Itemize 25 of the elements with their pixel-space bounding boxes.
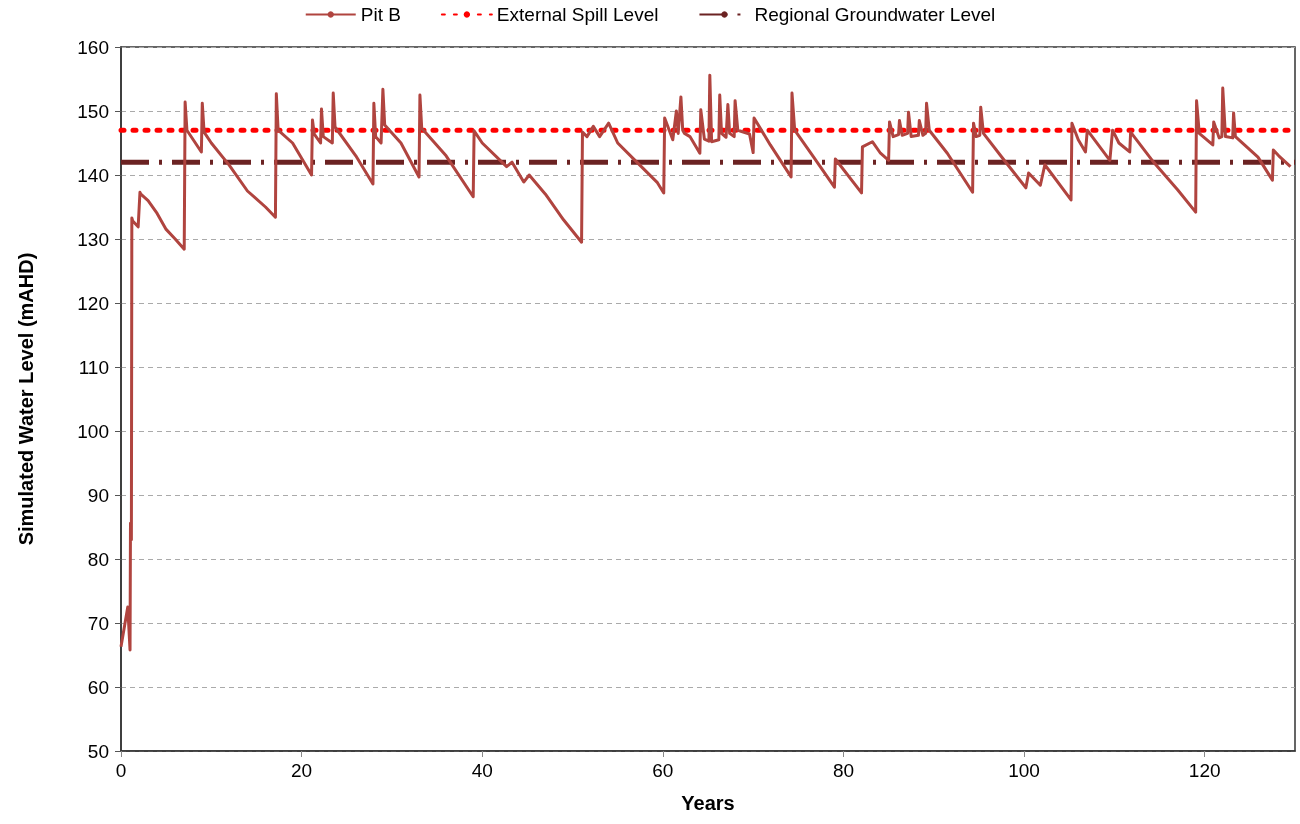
- y-tick-label: 100: [77, 420, 109, 442]
- y-tick-label: 110: [78, 356, 109, 378]
- x-tick-label: 0: [115, 760, 127, 781]
- legend-label: Regional Groundwater Level: [754, 4, 996, 25]
- y-tick-label: 90: [87, 484, 109, 506]
- y-tick-label: 60: [87, 676, 109, 698]
- y-tick-label: 80: [87, 548, 109, 570]
- y-tick-label: 120: [77, 292, 109, 314]
- x-axis-title: Years: [681, 792, 735, 814]
- y-tick-label: 130: [77, 228, 109, 250]
- legend-label: Pit B: [360, 4, 401, 25]
- x-tick-label: 120: [1188, 760, 1221, 781]
- x-tick-label: 20: [291, 760, 313, 781]
- y-tick-label: 140: [77, 164, 109, 186]
- y-tick-label: 150: [77, 100, 109, 122]
- x-tick-label: 80: [832, 760, 855, 781]
- x-tick-label: 40: [471, 760, 493, 781]
- y-tick-label: 160: [77, 36, 109, 58]
- y-tick-label: 50: [87, 740, 109, 762]
- x-tick-label: 100: [1008, 760, 1040, 781]
- legend-label: External Spill Level: [496, 4, 659, 25]
- x-tick-label: 60: [652, 760, 674, 781]
- line-series: [119, 73, 1292, 652]
- y-axis-title: Simulated Water Level (mAHD): [15, 252, 37, 546]
- y-tick-label: 70: [87, 612, 109, 634]
